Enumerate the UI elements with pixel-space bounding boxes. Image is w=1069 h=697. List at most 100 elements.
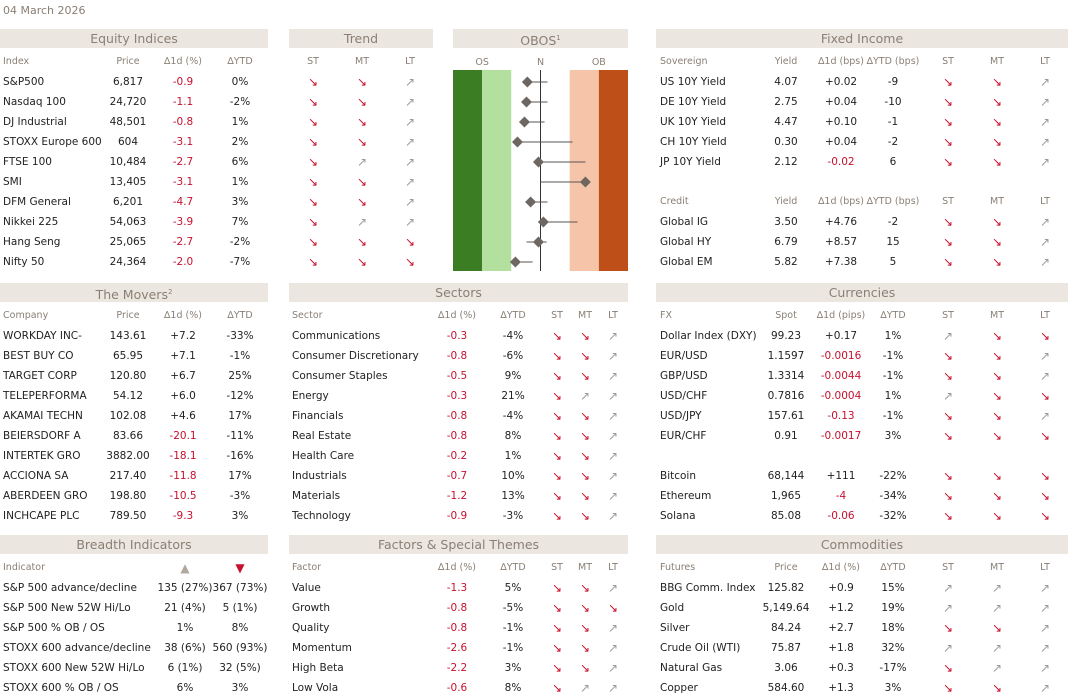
cell: DE 10Y Yield <box>660 96 727 108</box>
cell: ↗ <box>404 135 416 149</box>
cell: ↘ <box>1039 509 1051 523</box>
panel-header <box>289 29 433 48</box>
cell: ↘ <box>307 235 319 249</box>
obos-marker <box>579 176 591 188</box>
cell: 560 (93%) <box>212 642 268 654</box>
cell: -0.8 <box>446 602 468 614</box>
cell: -0.8 <box>172 116 194 128</box>
cell: 85.08 <box>770 510 802 522</box>
cell: -0.02 <box>827 156 855 168</box>
cell: ↘ <box>579 601 591 615</box>
cell: SMI <box>3 176 22 188</box>
cell: ↗ <box>356 155 368 169</box>
cell: -1% <box>502 642 524 654</box>
cell: -0.0004 <box>820 390 862 402</box>
title-text: Currencies <box>828 285 896 300</box>
cell: 54.12 <box>112 390 144 402</box>
cell: ↗ <box>991 581 1003 595</box>
cell: -2% <box>229 96 251 108</box>
cell: Global HY <box>660 236 712 248</box>
cell: ↘ <box>551 329 563 343</box>
cell: -0.0017 <box>820 430 862 442</box>
cell: STOXX 600 % OB / OS <box>3 682 119 694</box>
cell: ↘ <box>942 409 954 423</box>
cell: ↘ <box>942 255 954 269</box>
cell: 584.60 <box>767 682 805 694</box>
cell: ↘ <box>991 389 1003 403</box>
cell: ∆YTD <box>227 56 253 67</box>
cell: ↗ <box>942 389 954 403</box>
cell: ↘ <box>579 369 591 383</box>
cell: ↗ <box>1039 621 1051 635</box>
cell: ↘ <box>551 449 563 463</box>
cell: 789.50 <box>109 510 147 522</box>
cell: 3% <box>884 682 902 694</box>
cell: 99.23 <box>770 330 802 342</box>
cell: Materials <box>292 490 341 502</box>
cell: ↗ <box>607 681 619 695</box>
cell: 3% <box>504 662 522 674</box>
cell: Nikkei 225 <box>3 216 59 228</box>
cell: ↘ <box>551 369 563 383</box>
cell: ↗ <box>607 349 619 363</box>
cell: Solana <box>660 510 696 522</box>
cell: +0.04 <box>824 96 858 108</box>
cell: 6 (1%) <box>167 662 203 674</box>
cell: -0.6 <box>446 682 468 694</box>
cell: -0.0044 <box>820 370 862 382</box>
cell: Spot <box>775 310 797 321</box>
cell: 13% <box>501 490 525 502</box>
cell: -3.9 <box>172 216 194 228</box>
cell: -0.3 <box>446 330 468 342</box>
cell: ↗ <box>607 621 619 635</box>
cell: 2.12 <box>774 156 798 168</box>
cell: 102.08 <box>109 410 147 422</box>
cell: -0.8 <box>446 622 468 634</box>
cell: 217.40 <box>109 470 147 482</box>
cell: 604 <box>117 136 139 148</box>
cell: EUR/CHF <box>660 430 707 442</box>
cell: ↗ <box>942 581 954 595</box>
cell: Financials <box>292 410 344 422</box>
cell: Price <box>116 56 140 67</box>
cell: ∆YTD (bps) <box>866 56 920 67</box>
cell: INCHCAPE PLC <box>3 510 80 522</box>
cell: ↘ <box>356 115 368 129</box>
cell: 75.87 <box>770 642 802 654</box>
cell: ↘ <box>991 135 1003 149</box>
cell: ∆YTD <box>880 562 906 573</box>
cell: Futures <box>660 562 696 573</box>
cell: -0.06 <box>827 510 855 522</box>
cell: ↘ <box>991 235 1003 249</box>
title-text: Factors & Special Themes <box>377 537 540 552</box>
cell: 0.7816 <box>767 390 805 402</box>
cell: ↘ <box>1039 429 1051 443</box>
obos-zone <box>598 70 628 271</box>
cell: ↗ <box>1039 255 1051 269</box>
cell: -1% <box>882 350 904 362</box>
cell: Copper <box>660 682 698 694</box>
cell: 7% <box>231 216 249 228</box>
cell: 8% <box>231 622 249 634</box>
cell: LT <box>1040 310 1050 321</box>
panel-header <box>0 29 268 48</box>
cell: Energy <box>292 390 329 402</box>
cell: TARGET CORP <box>3 370 77 382</box>
cell: ∆1d (%) <box>438 310 476 321</box>
cell: ↗ <box>991 661 1003 675</box>
cell: Global EM <box>660 256 713 268</box>
cell: ↘ <box>942 75 954 89</box>
cell: ↘ <box>551 409 563 423</box>
panel-title: Fixed Income <box>821 29 903 48</box>
cell: ↗ <box>607 449 619 463</box>
cell: 9% <box>504 370 522 382</box>
cell: ↘ <box>991 349 1003 363</box>
cell: ↘ <box>991 429 1003 443</box>
cell: Credit <box>660 196 689 207</box>
cell: 120.80 <box>109 370 147 382</box>
cell: ST <box>942 562 954 573</box>
cell: ↘ <box>356 75 368 89</box>
cell: ↘ <box>579 641 591 655</box>
cell: -7% <box>229 256 251 268</box>
cell: +2.7 <box>828 622 854 634</box>
